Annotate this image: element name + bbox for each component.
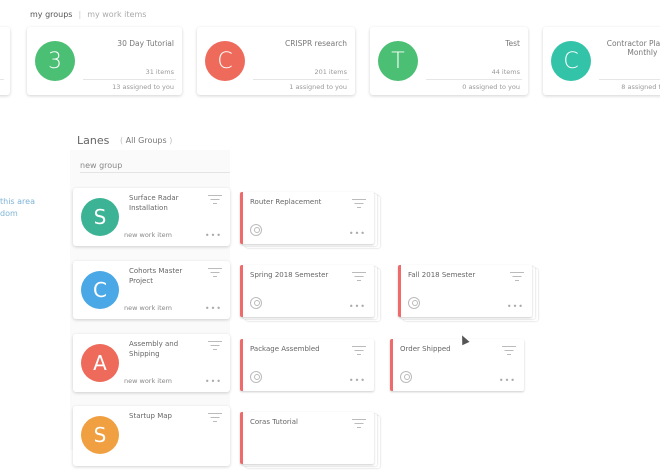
lane-avatar: A	[81, 344, 119, 382]
assignee-icon[interactable]	[408, 297, 420, 309]
card-divider	[599, 79, 660, 80]
new-work-item-link[interactable]: new work item	[124, 304, 172, 312]
more-options-icon[interactable]: •••	[506, 302, 524, 311]
lanes-group-filter[interactable]: ( All Groups )	[120, 136, 172, 145]
new-work-item-link[interactable]: new work item	[124, 377, 172, 385]
group-title: CRISPR research	[285, 39, 347, 48]
lane-card[interactable]: C Cohorts Master Project new work item •…	[73, 261, 230, 319]
group-assigned-count: 13 assigned to you	[112, 83, 174, 91]
group-title: Test	[505, 39, 520, 48]
filter-icon[interactable]	[208, 340, 222, 350]
group-avatar: T	[378, 41, 418, 81]
tab-separator: |	[78, 10, 82, 19]
assignee-icon[interactable]	[250, 297, 262, 309]
lane-card[interactable]: A Assembly and Shipping new work item ••…	[73, 334, 230, 392]
filter-icon[interactable]	[208, 267, 222, 277]
more-options-icon[interactable]: •••	[348, 229, 366, 238]
assignee-icon[interactable]	[250, 371, 262, 383]
group-card[interactable]	[0, 27, 10, 95]
group-avatar: C	[551, 41, 591, 81]
group-item-count: 31 items	[145, 68, 174, 76]
left-note-line: dom	[0, 209, 18, 218]
group-card[interactable]: T Test 44 items 0 assigned to you	[370, 27, 528, 95]
group-assigned-count: 0 assigned to you	[462, 83, 520, 91]
lane-avatar: S	[81, 416, 119, 454]
work-item-title: Fall 2018 Semester	[408, 271, 476, 279]
group-assigned-count: 1 assigned to you	[289, 83, 347, 91]
filter-bracket-right: )	[169, 136, 173, 145]
lane-card[interactable]: S Startup Map	[73, 406, 230, 466]
lane-title: Startup Map	[129, 412, 172, 420]
group-card[interactable]: C Contractor Plan Monthly R 8 assigned t…	[543, 27, 660, 95]
more-options-icon[interactable]: •••	[498, 376, 516, 385]
lane-title: Assembly and Shipping	[129, 340, 179, 358]
filter-icon[interactable]	[208, 412, 222, 422]
group-title: Contractor Plan Monthly R	[606, 39, 660, 57]
assignee-icon[interactable]	[400, 371, 412, 383]
tab-my-work-items[interactable]: my work items	[87, 10, 147, 19]
filter-icon[interactable]	[352, 345, 366, 355]
filter-bracket-left: (	[120, 136, 124, 145]
new-work-item-link[interactable]: new work item	[124, 231, 172, 239]
group-assigned-count: 8 assigned to	[621, 83, 660, 91]
work-item-title: Router Replacement	[250, 198, 322, 206]
new-group-underline	[80, 172, 230, 173]
more-options-icon[interactable]: •••	[348, 376, 366, 385]
more-options-icon[interactable]: •••	[204, 231, 222, 240]
work-item-title: Package Assembled	[250, 345, 320, 353]
card-divider	[253, 79, 349, 80]
left-note-line: this area	[0, 197, 35, 206]
group-avatar: 3	[35, 41, 75, 81]
lane-card[interactable]: S Surface Radar Installation new work it…	[73, 188, 230, 246]
lanes-title: Lanes	[77, 134, 110, 147]
filter-icon[interactable]	[352, 198, 366, 208]
filter-icon[interactable]	[352, 418, 366, 428]
card-divider	[83, 79, 176, 80]
more-options-icon[interactable]: •••	[348, 302, 366, 311]
work-item-title: Spring 2018 Semester	[250, 271, 329, 279]
work-item-card[interactable]: Package Assembled •••	[240, 339, 380, 397]
lanes-filter-label: All Groups	[125, 136, 167, 145]
tab-my-groups[interactable]: my groups	[30, 10, 73, 19]
card-divider	[0, 79, 4, 80]
more-options-icon[interactable]: •••	[204, 304, 222, 313]
filter-icon[interactable]	[208, 194, 222, 204]
filter-icon[interactable]	[510, 271, 524, 281]
group-card[interactable]: 3 30 Day Tutorial 31 items 13 assigned t…	[27, 27, 182, 95]
work-item-title: Coras Tutorial	[250, 418, 298, 426]
work-item-card[interactable]: Order Shipped •••	[390, 339, 530, 397]
left-note: this area dom	[0, 196, 35, 220]
work-item-card[interactable]: Coras Tutorial	[240, 412, 380, 470]
lane-avatar: S	[81, 198, 119, 236]
more-options-icon[interactable]: •••	[204, 377, 222, 386]
lane-avatar: C	[81, 271, 119, 309]
group-item-count: 44 items	[491, 68, 520, 76]
group-item-count: 201 items	[314, 68, 347, 76]
assignee-icon[interactable]	[250, 224, 262, 236]
lane-title: Cohorts Master Project	[129, 267, 183, 285]
card-divider	[426, 79, 522, 80]
new-group-input[interactable]: new group	[80, 161, 123, 170]
group-title: 30 Day Tutorial	[117, 39, 174, 48]
work-item-title: Order Shipped	[400, 345, 451, 353]
work-item-card[interactable]: Spring 2018 Semester •••	[240, 265, 380, 323]
work-item-card[interactable]: Router Replacement •••	[240, 192, 380, 250]
group-avatar: C	[205, 41, 245, 81]
work-item-card[interactable]: Fall 2018 Semester •••	[398, 265, 538, 323]
lane-title: Surface Radar Installation	[129, 194, 179, 212]
top-tabs: my groups | my work items	[30, 10, 146, 19]
group-card[interactable]: C CRISPR research 201 items 1 assigned t…	[197, 27, 355, 95]
filter-icon[interactable]	[502, 345, 516, 355]
filter-icon[interactable]	[352, 271, 366, 281]
